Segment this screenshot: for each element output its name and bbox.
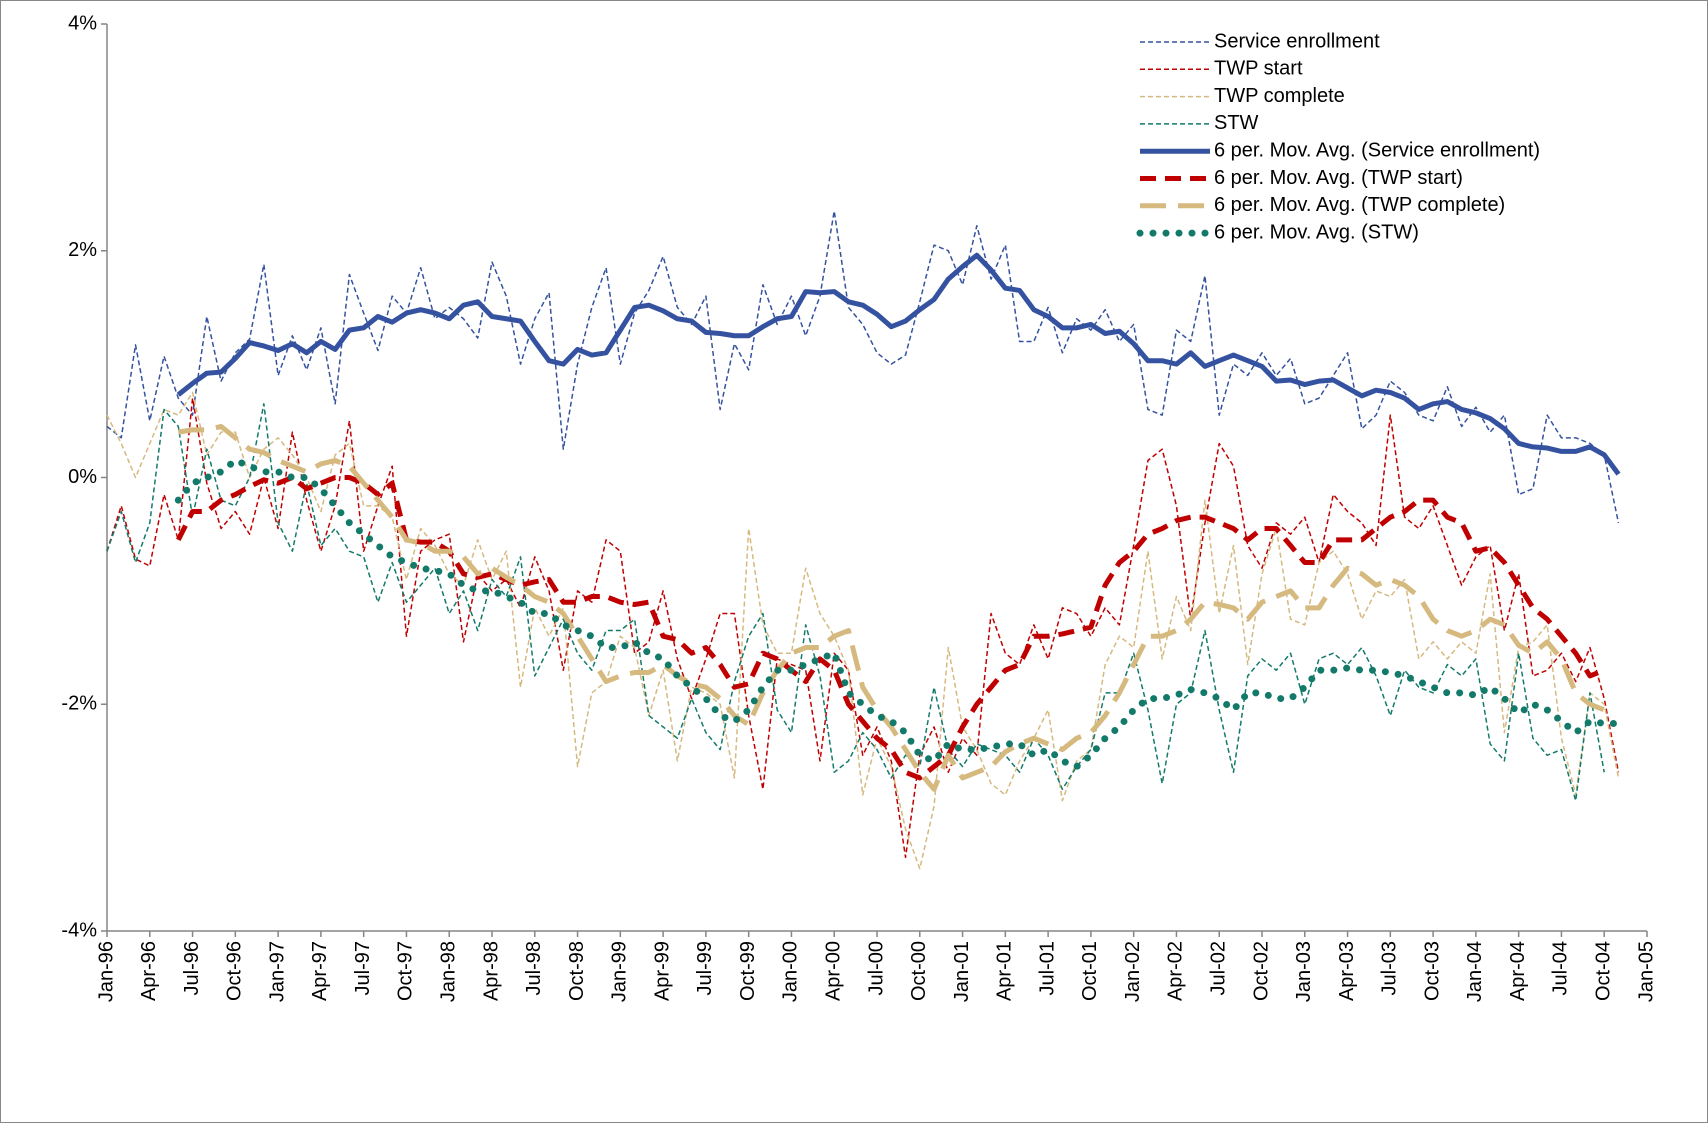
x-tick-label: Jan-02	[1122, 941, 1144, 1002]
x-tick-label: Jan-97	[266, 941, 288, 1002]
x-tick-label: Oct-03	[1421, 941, 1443, 1001]
y-tick-label: -2%	[61, 693, 97, 715]
x-tick-label: Jul-03	[1379, 941, 1401, 995]
y-tick-label: 0%	[68, 466, 97, 488]
x-tick-label: Jul-04	[1550, 941, 1572, 995]
x-tick-label: Jan-03	[1293, 941, 1315, 1002]
x-tick-label: Apr-00	[823, 941, 845, 1001]
legend-label: TWP complete	[1214, 85, 1345, 107]
legend-label: 6 per. Mov. Avg. (TWP start)	[1214, 167, 1463, 189]
x-tick-label: Jul-01	[1036, 941, 1058, 995]
x-tick-label: Oct-96	[224, 941, 246, 1001]
x-tick-label: Oct-04	[1593, 941, 1615, 1001]
x-tick-label: Apr-02	[1165, 941, 1187, 1001]
x-tick-label: Jul-96	[181, 941, 203, 995]
x-tick-label: Jan-00	[780, 941, 802, 1002]
x-tick-label: Jan-96	[95, 941, 117, 1002]
x-tick-label: Apr-01	[994, 941, 1016, 1001]
x-tick-label: Oct-00	[908, 941, 930, 1001]
x-tick-label: Jul-00	[865, 941, 887, 995]
x-tick-label: Oct-01	[1079, 941, 1101, 1001]
series-line	[176, 475, 1606, 781]
legend-label: 6 per. Mov. Avg. (Service enrollment)	[1214, 139, 1540, 161]
x-tick-label: Jan-04	[1464, 941, 1486, 1002]
y-tick-label: 2%	[68, 239, 97, 261]
x-tick-label: Oct-99	[737, 941, 759, 1001]
x-tick-label: Jul-97	[352, 941, 374, 995]
x-tick-label: Apr-99	[651, 941, 673, 1001]
x-tick-label: Oct-97	[395, 941, 417, 1001]
x-tick-label: Apr-03	[1336, 941, 1358, 1001]
legend-label: TWP start	[1214, 58, 1303, 80]
y-tick-label: -4%	[61, 919, 97, 941]
x-tick-label: Apr-96	[138, 941, 160, 1001]
legend-label: STW	[1214, 112, 1259, 134]
series-line	[106, 397, 1620, 859]
x-tick-label: Apr-97	[309, 941, 331, 1001]
legend-label: Service enrollment	[1214, 30, 1380, 52]
x-tick-label: Jan-05	[1635, 941, 1657, 1002]
x-tick-label: Jan-98	[438, 941, 460, 1002]
legend-label: 6 per. Mov. Avg. (TWP complete)	[1214, 194, 1505, 216]
x-tick-label: Jul-99	[694, 941, 716, 995]
y-tick-label: 4%	[68, 12, 97, 34]
x-tick-label: Jan-01	[951, 941, 973, 1002]
x-tick-label: Jul-98	[523, 941, 545, 995]
x-tick-label: Apr-98	[480, 941, 502, 1001]
series-line	[176, 252, 1621, 476]
legend-label: 6 per. Mov. Avg. (STW)	[1214, 221, 1419, 243]
x-tick-label: Oct-02	[1250, 941, 1272, 1001]
x-tick-label: Jan-99	[609, 941, 631, 1002]
x-tick-label: Oct-98	[566, 941, 588, 1001]
x-tick-label: Apr-04	[1507, 941, 1529, 1001]
series-line	[106, 391, 1620, 870]
x-tick-label: Jul-02	[1208, 941, 1230, 995]
series-line	[106, 403, 1605, 802]
series-line	[177, 423, 1606, 792]
